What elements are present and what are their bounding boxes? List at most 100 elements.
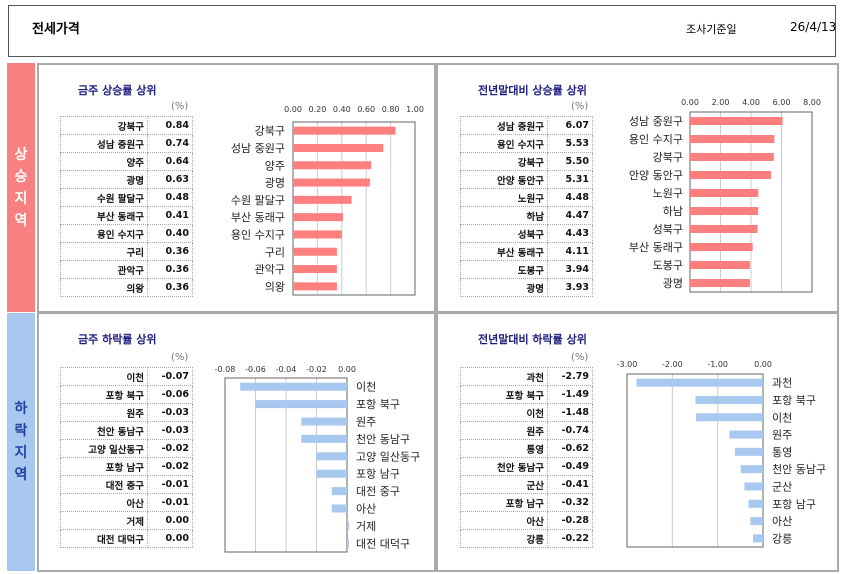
rate-value: 4.48 [547, 188, 593, 207]
table-row: 강북구 5.50 [460, 152, 593, 171]
chart-title: 금주 상승률 상위 [78, 84, 157, 97]
ranking-table: 강북구 0.84 성남 중원구 0.74 양주 0.64 광명 0.63 수원 팔달구 0.48 부… [60, 116, 193, 297]
band-char: 역 [14, 467, 28, 483]
region-name: 이천 [60, 367, 148, 386]
table-row: 대전 중구 -0.01 [60, 475, 193, 494]
rate-value: 0.00 [147, 511, 193, 530]
rate-value: -0.01 [147, 475, 193, 494]
rate-value: 0.00 [147, 529, 193, 548]
table-row: 광명 3.93 [460, 278, 593, 297]
survey-date-label: 조사기준일 [686, 23, 737, 36]
table-row: 포항 남구 -0.32 [460, 493, 593, 512]
rate-value: 0.74 [147, 134, 193, 153]
rate-value: 5.50 [547, 152, 593, 171]
region-name: 광명 [460, 278, 548, 297]
region-name: 군산 [460, 475, 548, 494]
region-name: 과천 [460, 367, 548, 386]
rate-value: 0.36 [147, 242, 193, 261]
rate-value: -0.07 [147, 367, 193, 386]
chart-title: 금주 하락률 상위 [78, 333, 157, 346]
rate-value: -0.22 [547, 529, 593, 548]
table-row: 원주 -0.03 [60, 403, 193, 422]
rate-value: -0.49 [547, 457, 593, 476]
chart-title: 전년말대비 하락률 상위 [478, 333, 587, 346]
table-row: 대전 대덕구 0.00 [60, 529, 193, 548]
table-row: 과천 -2.79 [460, 367, 593, 386]
rate-value: 0.36 [147, 260, 193, 279]
table-row: 성북구 4.43 [460, 224, 593, 243]
region-name: 도봉구 [460, 260, 548, 279]
rate-value: 6.07 [547, 116, 593, 135]
table-row: 아산 -0.28 [460, 511, 593, 530]
table-row: 이천 -0.07 [60, 367, 193, 386]
band-char: 상 [14, 146, 28, 163]
region-name: 포항 남구 [60, 457, 148, 476]
table-row: 천안 동남구 -0.49 [460, 457, 593, 476]
rate-value: 0.41 [147, 206, 193, 225]
header-box [8, 5, 836, 57]
region-name: 포항 북구 [60, 385, 148, 404]
unit-label: (%) [571, 101, 589, 112]
rate-value: -0.62 [547, 439, 593, 458]
region-name: 용인 수지구 [460, 134, 548, 153]
rate-value: -0.28 [547, 511, 593, 530]
table-row: 아산 -0.01 [60, 493, 193, 512]
region-name: 아산 [460, 511, 548, 530]
region-name: 관악구 [60, 260, 148, 279]
table-row: 구리 0.36 [60, 242, 193, 261]
table-row: 하남 4.47 [460, 206, 593, 225]
table-row: 원주 -0.74 [460, 421, 593, 440]
band-char: 지 [14, 445, 28, 461]
rate-value: 0.36 [147, 278, 193, 297]
rate-value: 5.53 [547, 134, 593, 153]
table-row: 노원구 4.48 [460, 188, 593, 207]
region-name: 원주 [60, 403, 148, 422]
region-name: 성북구 [460, 224, 548, 243]
table-row: 포항 북구 -1.49 [460, 385, 593, 404]
table-row: 용인 수지구 0.40 [60, 224, 193, 243]
rate-value: -1.48 [547, 403, 593, 422]
band-char: 승 [14, 168, 28, 185]
rate-value: -0.01 [147, 493, 193, 512]
band-char: 하 [14, 401, 28, 417]
region-name: 하남 [460, 206, 548, 225]
region-name: 이천 [460, 403, 548, 422]
rate-value: -0.41 [547, 475, 593, 494]
table-row: 양주 0.64 [60, 152, 193, 171]
table-row: 통영 -0.62 [460, 439, 593, 458]
region-name: 포항 북구 [460, 385, 548, 404]
table-row: 부산 동래구 4.11 [460, 242, 593, 261]
region-name: 강북구 [460, 152, 548, 171]
band-char: 역 [14, 212, 28, 229]
region-name: 구리 [60, 242, 148, 261]
table-row: 안양 동안구 5.31 [460, 170, 593, 189]
region-name: 아산 [60, 493, 148, 512]
rate-value: 0.64 [147, 152, 193, 171]
rate-value: -0.02 [147, 439, 193, 458]
rate-value: 0.40 [147, 224, 193, 243]
ranking-table: 과천 -2.79 포항 북구 -1.49 이천 -1.48 원주 -0.74 통영 -0.62 천안… [460, 367, 593, 548]
table-row: 천안 동남구 -0.03 [60, 421, 193, 440]
region-name: 원주 [460, 421, 548, 440]
region-name: 통영 [460, 439, 548, 458]
survey-date: 26/4/13 [790, 20, 837, 34]
table-row: 포항 북구 -0.06 [60, 385, 193, 404]
region-name: 대전 대덕구 [60, 529, 148, 548]
region-name: 수원 팔달구 [60, 188, 148, 207]
region-name: 포항 남구 [460, 493, 548, 512]
table-row: 거제 0.00 [60, 511, 193, 530]
region-name: 천안 동남구 [60, 421, 148, 440]
region-name: 강북구 [60, 116, 148, 135]
band-char: 락 [14, 423, 28, 439]
table-row: 성남 중원구 6.07 [460, 116, 593, 135]
rate-value: 3.93 [547, 278, 593, 297]
region-name: 노원구 [460, 188, 548, 207]
region-name: 안양 동안구 [460, 170, 548, 189]
unit-label: (%) [171, 352, 189, 363]
region-name: 대전 중구 [60, 475, 148, 494]
rate-value: -1.49 [547, 385, 593, 404]
region-name: 부산 동래구 [460, 242, 548, 261]
chart-title: 전년말대비 상승률 상위 [478, 84, 587, 97]
table-row: 강북구 0.84 [60, 116, 193, 135]
